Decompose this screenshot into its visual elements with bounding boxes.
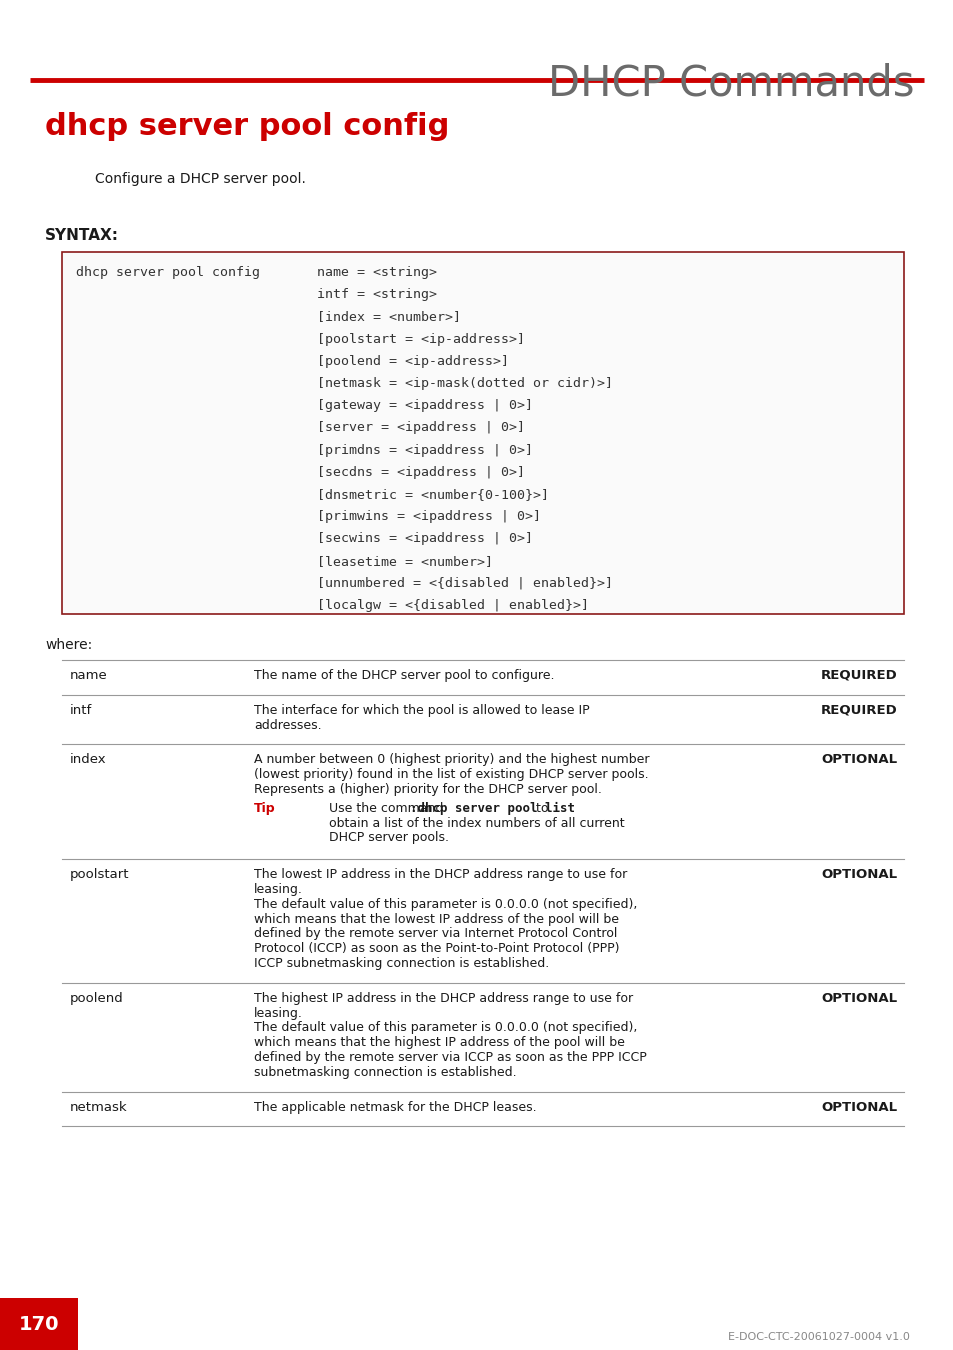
Text: The highest IP address in the DHCP address range to use for: The highest IP address in the DHCP addre… <box>253 992 633 1004</box>
Text: intf = <string>: intf = <string> <box>316 288 436 301</box>
Text: [netmask = <ip-mask(dotted or cidr)>]: [netmask = <ip-mask(dotted or cidr)>] <box>316 377 613 390</box>
Text: which means that the highest IP address of the pool will be: which means that the highest IP address … <box>253 1037 624 1049</box>
Text: OPTIONAL: OPTIONAL <box>821 992 897 1004</box>
Text: [dnsmetric = <number{0-100}>]: [dnsmetric = <number{0-100}>] <box>316 487 548 501</box>
Text: Use the command: Use the command <box>329 802 447 815</box>
Text: :dhcp server pool list: :dhcp server pool list <box>410 802 575 815</box>
Text: [primdns = <ipaddress | 0>]: [primdns = <ipaddress | 0>] <box>316 444 533 456</box>
Text: poolstart: poolstart <box>70 868 130 882</box>
Text: [gateway = <ipaddress | 0>]: [gateway = <ipaddress | 0>] <box>316 400 533 412</box>
Text: OPTIONAL: OPTIONAL <box>821 753 897 767</box>
Text: [unnumbered = <{disabled | enabled}>]: [unnumbered = <{disabled | enabled}>] <box>316 576 613 590</box>
Text: Represents a (higher) priority for the DHCP server pool.: Represents a (higher) priority for the D… <box>253 783 601 796</box>
Text: OPTIONAL: OPTIONAL <box>821 868 897 882</box>
Text: REQUIRED: REQUIRED <box>821 670 897 682</box>
Text: subnetmasking connection is established.: subnetmasking connection is established. <box>253 1065 517 1079</box>
Text: The interface for which the pool is allowed to lease IP: The interface for which the pool is allo… <box>253 703 589 717</box>
Text: name = <string>: name = <string> <box>316 266 436 279</box>
Bar <box>0 1297 78 1350</box>
Text: Tip: Tip <box>253 802 275 815</box>
Text: SYNTAX:: SYNTAX: <box>45 228 119 243</box>
Text: A number between 0 (highest priority) and the highest number: A number between 0 (highest priority) an… <box>253 753 649 767</box>
Text: defined by the remote server via Internet Protocol Control: defined by the remote server via Interne… <box>253 927 617 941</box>
Text: ICCP subnetmasking connection is established.: ICCP subnetmasking connection is establi… <box>253 957 549 971</box>
Text: obtain a list of the index numbers of all current: obtain a list of the index numbers of al… <box>329 817 624 830</box>
Text: The applicable netmask for the DHCP leases.: The applicable netmask for the DHCP leas… <box>253 1100 536 1114</box>
Text: leasing.: leasing. <box>253 883 302 896</box>
Text: 170: 170 <box>19 1315 59 1334</box>
Text: index: index <box>70 753 107 767</box>
Text: netmask: netmask <box>70 1100 128 1114</box>
Text: DHCP server pools.: DHCP server pools. <box>329 832 449 844</box>
Text: addresses.: addresses. <box>253 718 321 732</box>
Text: E-DOC-CTC-20061027-0004 v1.0: E-DOC-CTC-20061027-0004 v1.0 <box>727 1332 909 1342</box>
Bar <box>62 252 903 614</box>
Text: [primwins = <ipaddress | 0>]: [primwins = <ipaddress | 0>] <box>316 510 540 524</box>
Text: Configure a DHCP server pool.: Configure a DHCP server pool. <box>95 171 306 186</box>
Text: leasing.: leasing. <box>253 1007 302 1019</box>
Text: dhcp server pool config: dhcp server pool config <box>45 112 449 140</box>
Text: The name of the DHCP server pool to configure.: The name of the DHCP server pool to conf… <box>253 670 554 682</box>
Text: OPTIONAL: OPTIONAL <box>821 1100 897 1114</box>
Text: [secwins = <ipaddress | 0>]: [secwins = <ipaddress | 0>] <box>316 532 533 545</box>
Text: which means that the lowest IP address of the pool will be: which means that the lowest IP address o… <box>253 913 618 926</box>
Text: The lowest IP address in the DHCP address range to use for: The lowest IP address in the DHCP addres… <box>253 868 626 882</box>
Text: to: to <box>532 802 548 815</box>
Text: [leasetime = <number>]: [leasetime = <number>] <box>316 555 493 567</box>
Text: intf: intf <box>70 703 92 717</box>
Text: defined by the remote server via ICCP as soon as the PPP ICCP: defined by the remote server via ICCP as… <box>253 1052 646 1064</box>
Text: [index = <number>]: [index = <number>] <box>316 310 460 324</box>
Text: The default value of this parameter is 0.0.0.0 (not specified),: The default value of this parameter is 0… <box>253 1022 637 1034</box>
Text: [localgw = <{disabled | enabled}>]: [localgw = <{disabled | enabled}>] <box>316 599 588 612</box>
Text: dhcp server pool config: dhcp server pool config <box>76 266 260 279</box>
Text: [secdns = <ipaddress | 0>]: [secdns = <ipaddress | 0>] <box>316 466 524 479</box>
Text: DHCP Commands: DHCP Commands <box>548 62 914 104</box>
Text: name: name <box>70 670 108 682</box>
Text: poolend: poolend <box>70 992 124 1004</box>
Text: The default value of this parameter is 0.0.0.0 (not specified),: The default value of this parameter is 0… <box>253 898 637 911</box>
Text: REQUIRED: REQUIRED <box>821 703 897 717</box>
Text: Protocol (ICCP) as soon as the Point-to-Point Protocol (PPP): Protocol (ICCP) as soon as the Point-to-… <box>253 942 618 956</box>
Text: [poolstart = <ip-address>]: [poolstart = <ip-address>] <box>316 332 524 346</box>
Text: (lowest priority) found in the list of existing DHCP server pools.: (lowest priority) found in the list of e… <box>253 768 648 782</box>
Text: [server = <ipaddress | 0>]: [server = <ipaddress | 0>] <box>316 421 524 435</box>
Text: [poolend = <ip-address>]: [poolend = <ip-address>] <box>316 355 509 367</box>
Text: where:: where: <box>45 639 92 652</box>
